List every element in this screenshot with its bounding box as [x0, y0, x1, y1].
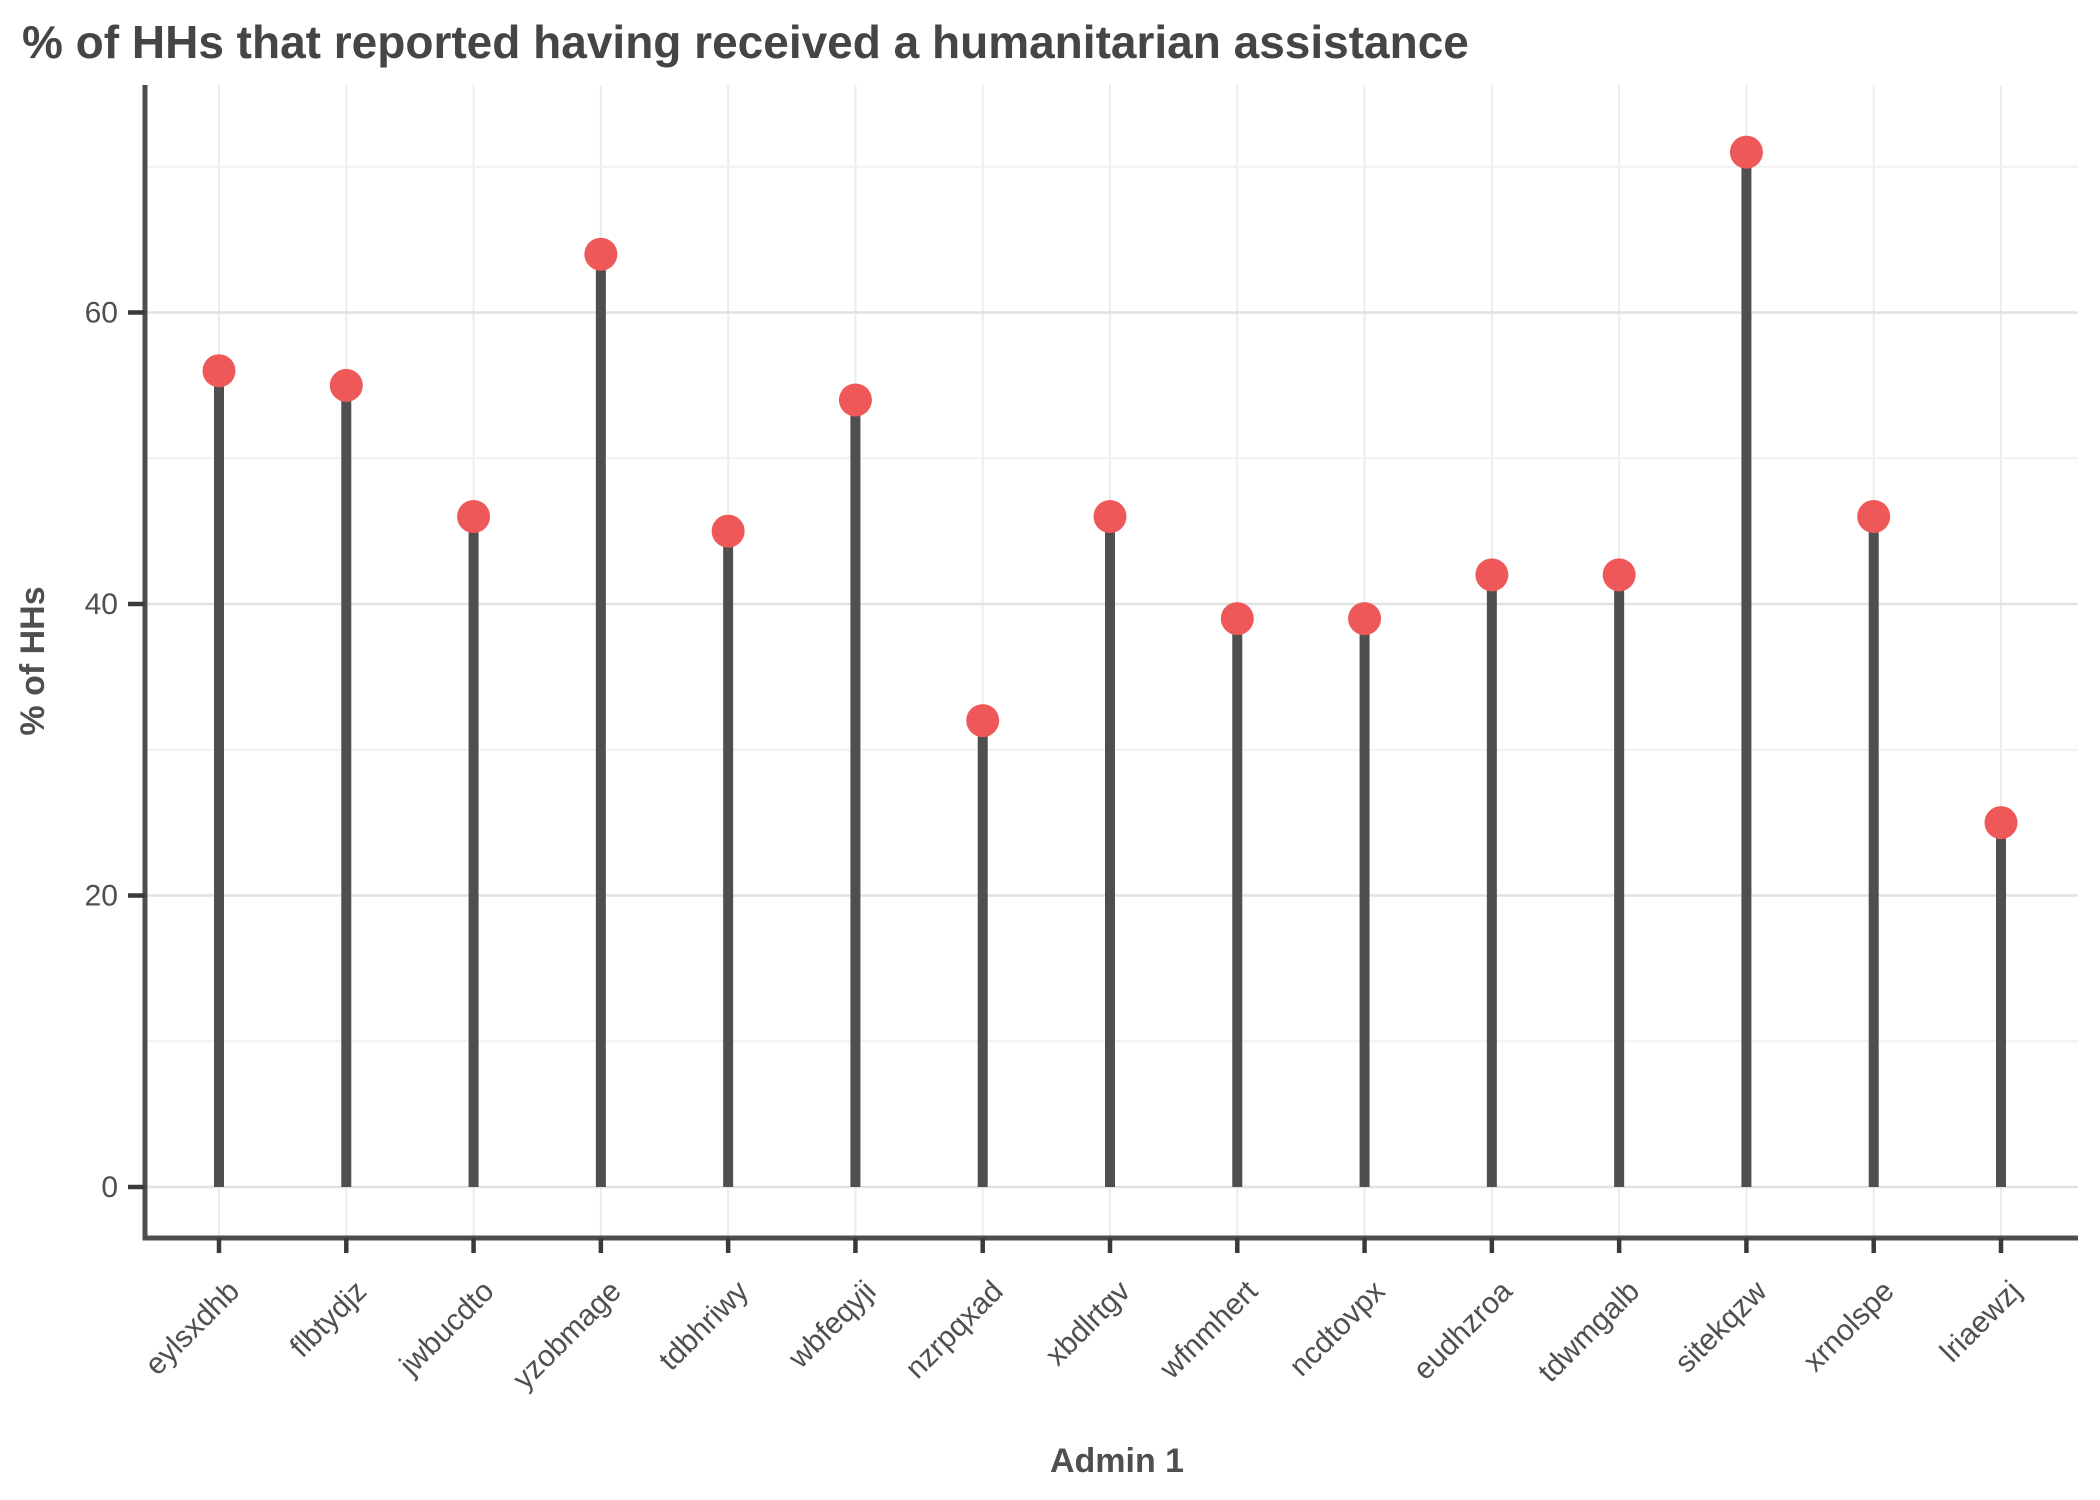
x-axis-title: Admin 1: [1050, 1442, 1184, 1480]
x-tick-label: flbtydjz: [284, 1275, 373, 1364]
lollipop-dot: [1602, 558, 1636, 592]
x-tick-label: ncdtovpx: [1283, 1275, 1391, 1383]
x-tick-label: nzrpqxad: [899, 1275, 1010, 1386]
lollipop-dot: [1857, 500, 1891, 534]
y-tick-label: 0: [101, 1171, 118, 1204]
lollipop-dot: [1093, 500, 1127, 534]
axes: [128, 85, 2078, 1253]
x-tick-label: sitekqzw: [1669, 1274, 1774, 1379]
y-tick-label: 40: [85, 588, 118, 621]
x-tick-label: tdwmgalb: [1532, 1275, 1646, 1389]
x-tick-label: xrnolspe: [1797, 1275, 1901, 1379]
x-tick-label: yzobmage: [507, 1275, 628, 1396]
y-tick-label: 60: [85, 297, 118, 330]
y-axis-title: % of HHs: [14, 586, 52, 735]
lollipop-dot: [1984, 806, 2018, 840]
x-tick-label: eudhzroa: [1407, 1274, 1519, 1386]
x-tick-label: wfnmhert: [1153, 1274, 1265, 1386]
lollipop-dot: [1475, 558, 1509, 592]
lollipop-dot: [1348, 602, 1382, 636]
chart-title: % of HHs that reported having received a…: [22, 16, 1469, 68]
lollipop-dot: [457, 500, 491, 534]
lollipop-dot: [838, 383, 872, 417]
lollipop-dot: [711, 514, 745, 548]
y-tick-label: 20: [85, 880, 118, 913]
x-tick-label: wbfeqyji: [782, 1275, 883, 1376]
lollipop-dot: [202, 354, 236, 388]
x-tick-label: xbdlrtgv: [1039, 1275, 1137, 1373]
x-tick-label: tdbhriwy: [653, 1275, 755, 1377]
x-tick-label: lriaewzj: [1934, 1275, 2028, 1369]
x-tick-label: eylsxdhb: [139, 1275, 246, 1382]
lollipop-dot: [966, 704, 1000, 738]
lollipop-dot: [1220, 602, 1254, 636]
lollipop-dot: [329, 368, 363, 402]
lollipop-dot: [1729, 135, 1763, 169]
x-tick-label: jwbucdto: [393, 1275, 501, 1383]
lollipop-marks: [202, 135, 2018, 1187]
lollipop-dot: [584, 237, 618, 271]
